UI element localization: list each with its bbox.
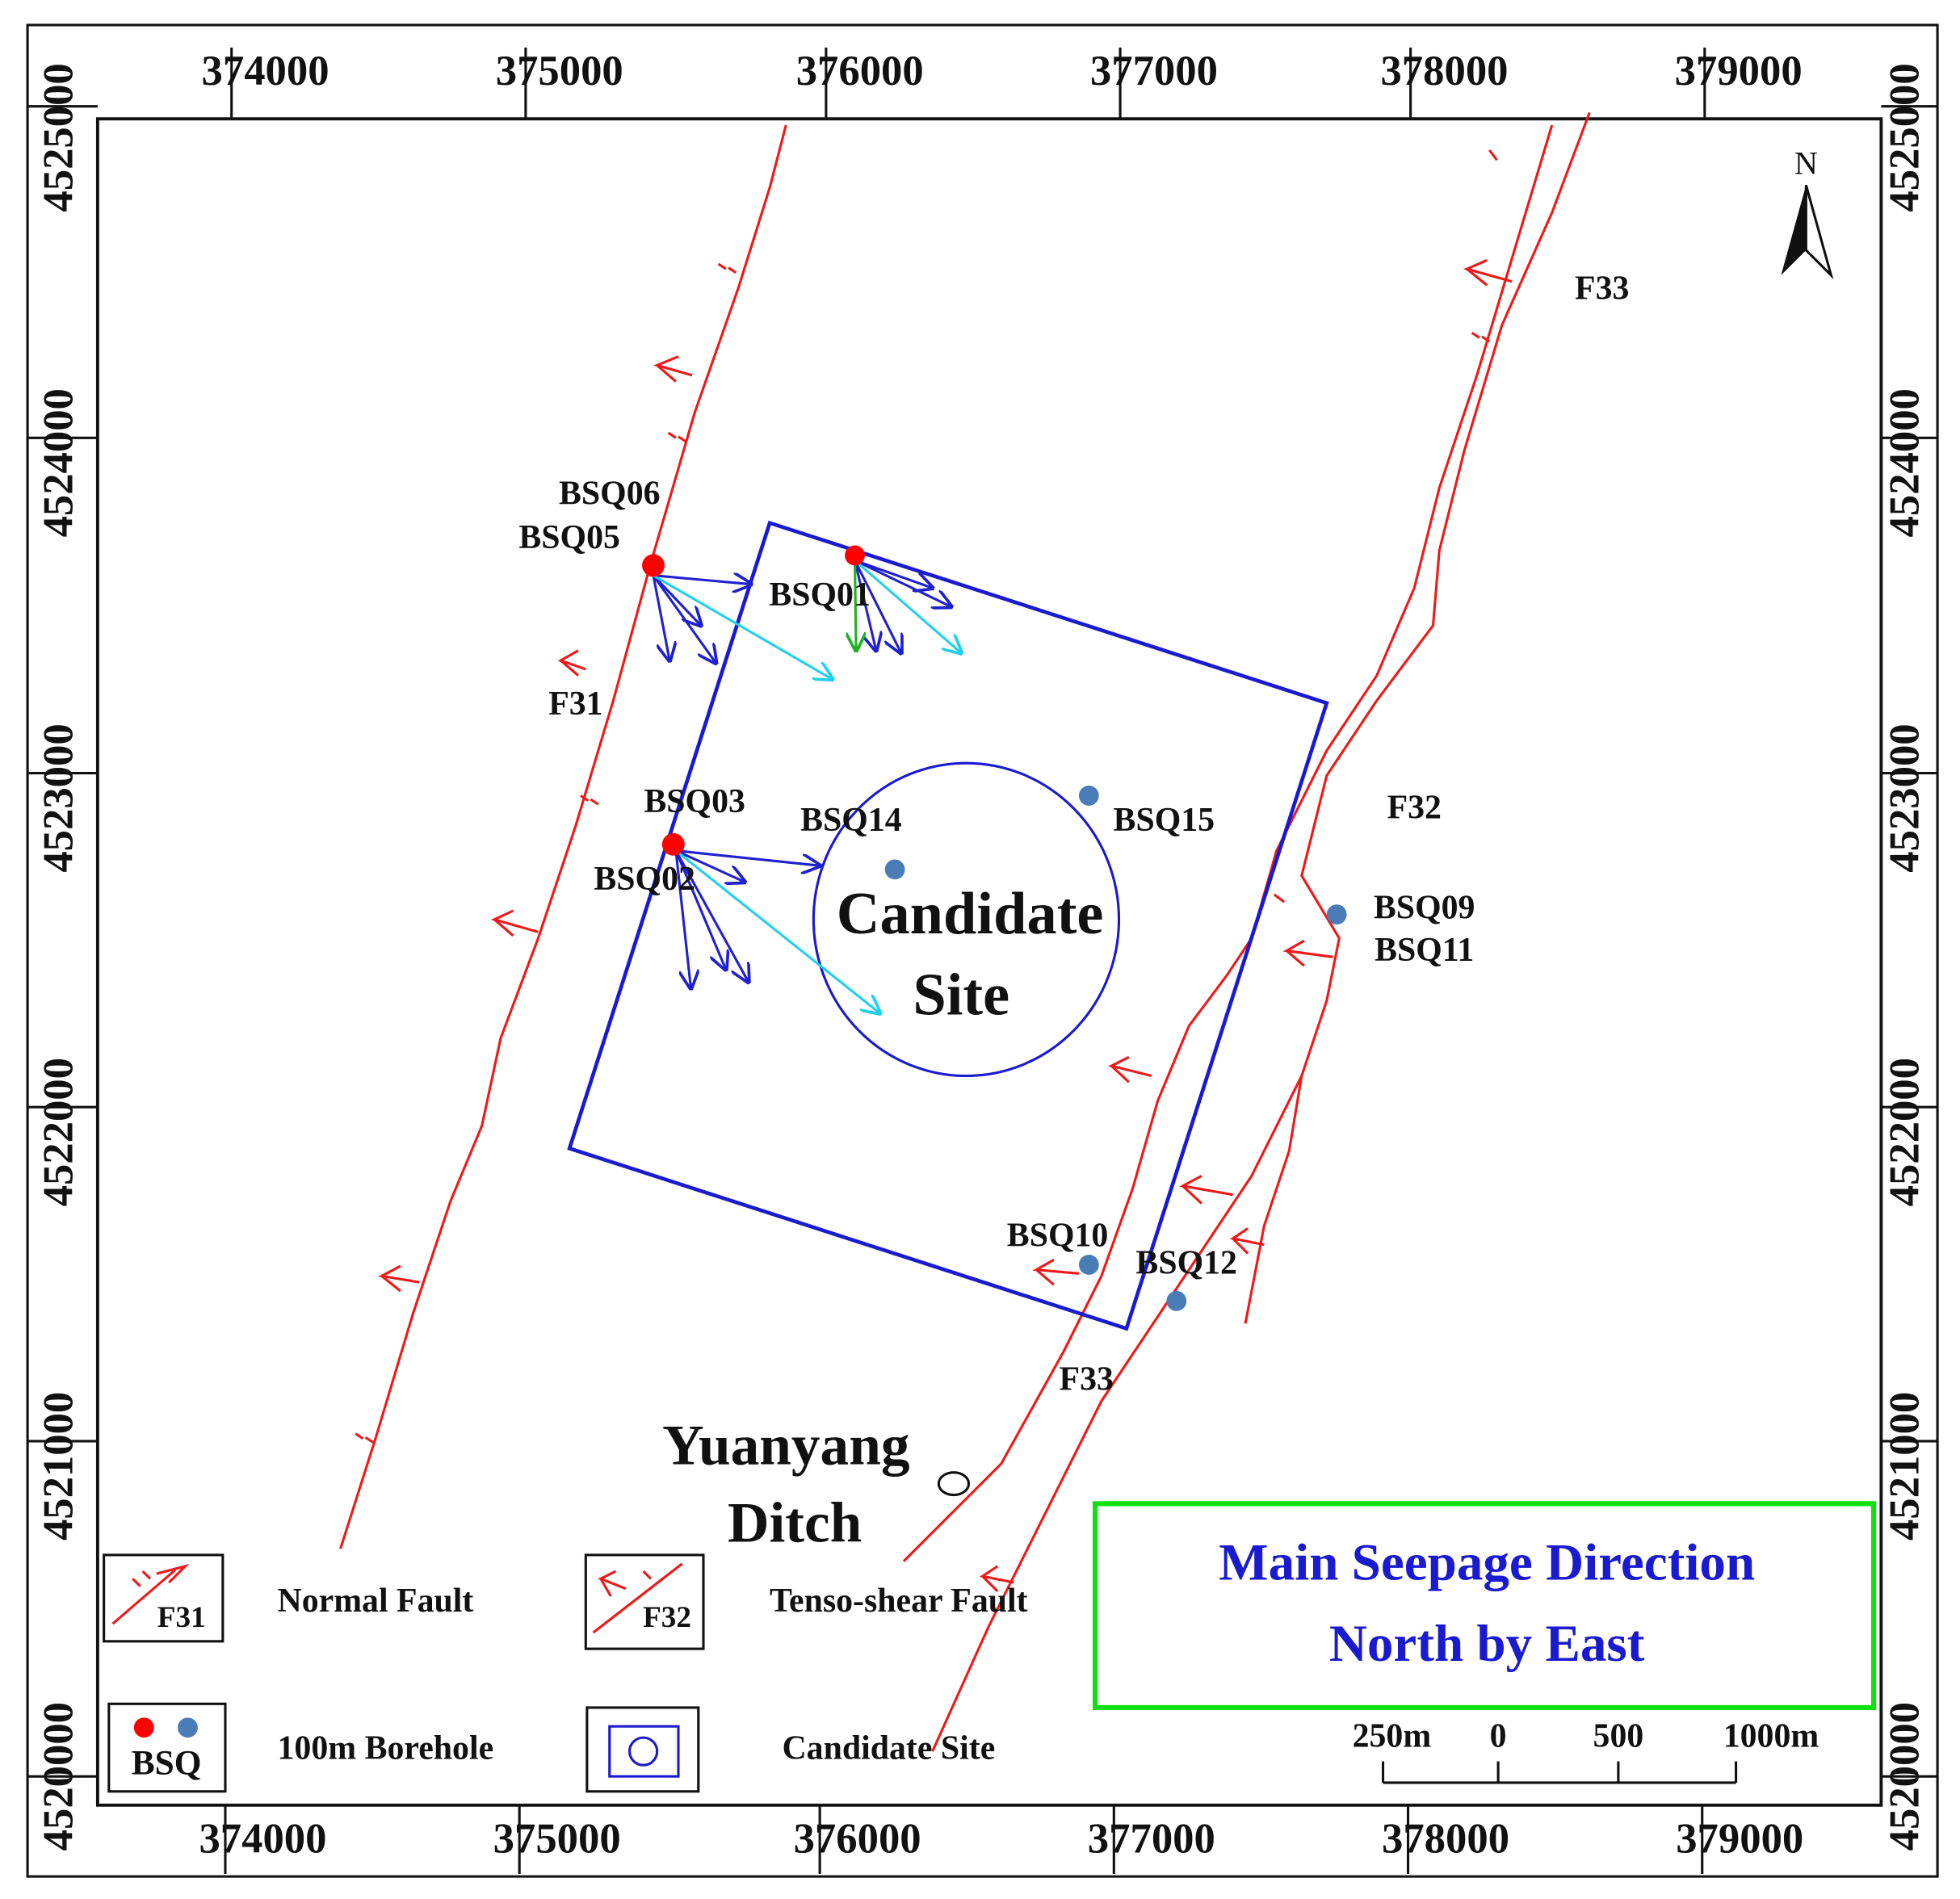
- borehole-label: BSQ11: [1375, 932, 1474, 969]
- coord-label: 376000: [796, 48, 924, 94]
- coord-label: 4524000: [1882, 388, 1929, 537]
- fault-label: F31: [548, 685, 602, 723]
- borehole-label: BSQ14: [800, 802, 902, 839]
- map-frame: [95, 117, 1883, 1807]
- coord-label: 374000: [202, 48, 329, 94]
- title: North by East: [1329, 1615, 1645, 1673]
- coord-label: 4523000: [36, 723, 82, 872]
- borehole-label: BSQ12: [1135, 1245, 1237, 1282]
- outer-frame: [26, 23, 1939, 1878]
- coord-label: 378000: [1380, 48, 1508, 94]
- fault-label: F32: [1387, 790, 1442, 827]
- legend-symbol: BSQ: [132, 1744, 202, 1783]
- legend-label: Tenso-shear Fault: [770, 1582, 1028, 1620]
- coord-label: 377000: [1090, 48, 1218, 94]
- legend-label: Candidate Site: [782, 1730, 995, 1767]
- ditch-marker: [937, 1471, 971, 1497]
- borehole-label: BSQ10: [1007, 1218, 1109, 1255]
- coord-label: 4521000: [1882, 1392, 1929, 1541]
- north-label: N: [1794, 145, 1818, 181]
- legend-label: 100m Borehole: [278, 1730, 494, 1767]
- site-label: Site: [913, 962, 1009, 1029]
- place-label: Ditch: [728, 1491, 862, 1555]
- seepage-arrows: [652, 559, 961, 1013]
- coord-label: 379000: [1675, 48, 1803, 94]
- legend-label: Normal Fault: [278, 1582, 474, 1620]
- coord-label: 4520000: [1882, 1702, 1929, 1851]
- legend-symbol: F32: [643, 1601, 691, 1634]
- coord-label: 377000: [1088, 1815, 1215, 1862]
- coord-label: 374000: [199, 1815, 326, 1862]
- coord-label: 378000: [1382, 1815, 1509, 1862]
- site-label: Candidate: [837, 881, 1104, 947]
- title-box: [1092, 1501, 1877, 1711]
- scale-label: 0: [1490, 1717, 1507, 1754]
- coord-label: 376000: [794, 1815, 921, 1862]
- candidate-circle: [812, 761, 1121, 1078]
- borehole-label: BSQ05: [518, 519, 620, 556]
- borehole-label: BSQ01: [769, 576, 871, 614]
- coord-label: 4520000: [36, 1702, 82, 1851]
- coord-label: 4524000: [36, 388, 82, 537]
- fault-label: F33: [1575, 270, 1629, 308]
- borehole-points: [642, 545, 1347, 1311]
- north-arrow: [1781, 184, 1834, 280]
- borehole-label: BSQ02: [594, 861, 695, 898]
- title: Main Seepage Direction: [1219, 1533, 1755, 1591]
- coord-label: 4525000: [36, 63, 82, 212]
- coord-label: 379000: [1676, 1815, 1803, 1862]
- borehole-label: BSQ06: [559, 476, 661, 513]
- scale-label: 250m: [1353, 1717, 1432, 1754]
- scale-label: 500: [1593, 1717, 1644, 1754]
- scale-label: 1000m: [1723, 1717, 1819, 1754]
- coord-label: 4521000: [36, 1392, 82, 1541]
- coord-label: 4522000: [36, 1058, 82, 1206]
- candidate-square: [567, 520, 1329, 1331]
- scale-bar: [1381, 1761, 1738, 1784]
- fault-label: F33: [1060, 1361, 1114, 1398]
- coord-label: 4525000: [1882, 63, 1929, 212]
- place-label: Yuanyang: [662, 1414, 909, 1478]
- legend-symbol: F31: [157, 1601, 206, 1634]
- borehole-label: BSQ03: [644, 783, 745, 820]
- coord-label: 375000: [493, 1815, 621, 1862]
- borehole-label: BSQ09: [1374, 890, 1475, 927]
- coord-label: 4522000: [1882, 1058, 1929, 1206]
- coord-label: 4523000: [1882, 723, 1929, 872]
- borehole-label: BSQ15: [1114, 802, 1215, 839]
- coord-label: 375000: [496, 48, 623, 94]
- legend: [103, 1553, 705, 1793]
